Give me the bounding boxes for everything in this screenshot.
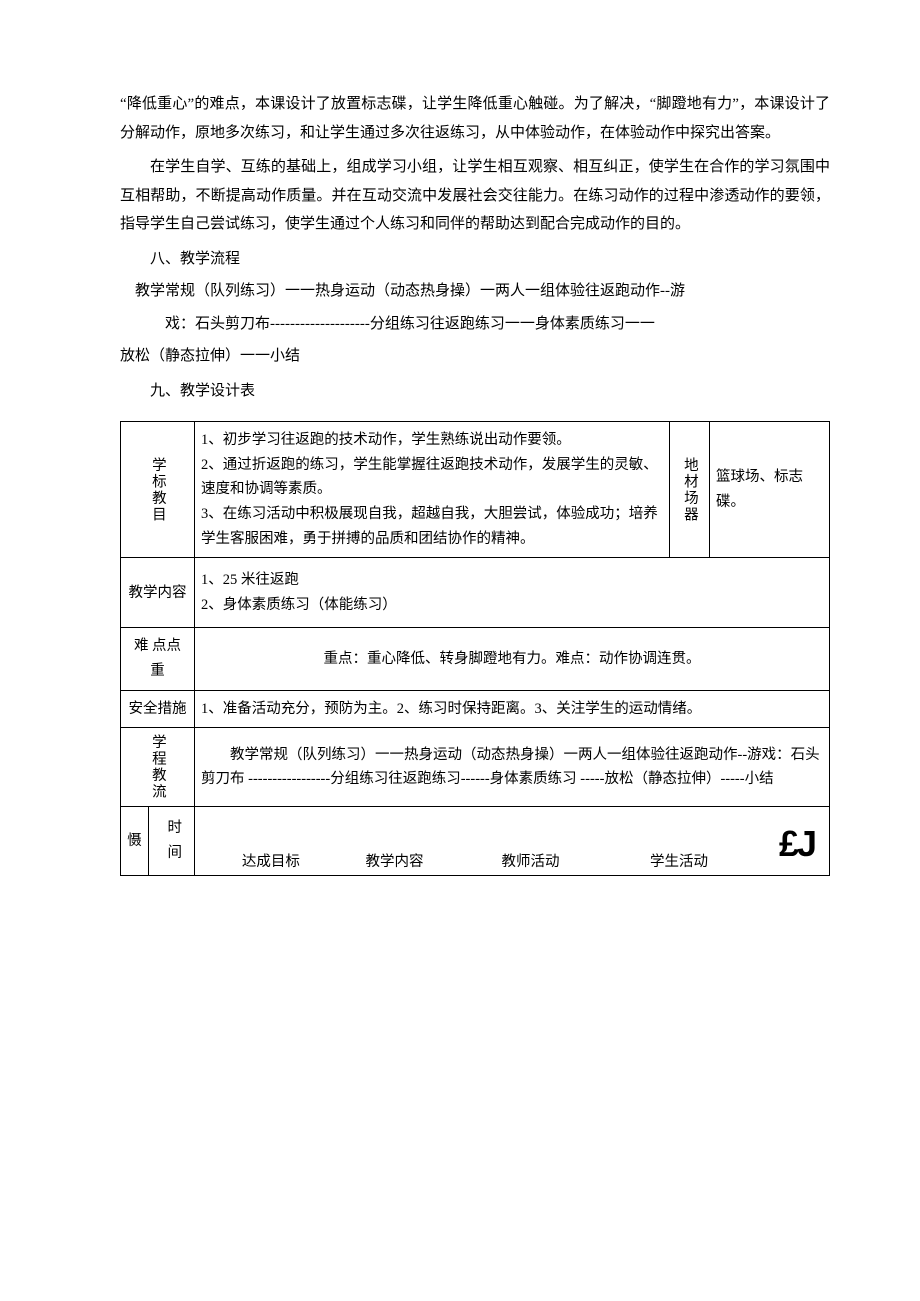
objectives-content: 1、初步学习往返跑的技术动作，学生熟练说出动作要领。 2、通过折返跑的练习，学生… xyxy=(195,422,670,558)
header-student: 学生活动 xyxy=(605,850,753,875)
header-content: 教学内容 xyxy=(333,850,457,875)
header-teacher: 教师活动 xyxy=(456,850,604,875)
process-content: 教学常规（队列练习）一一热身运动（动态热身操）一两人一组体验往返跑动作--游戏：… xyxy=(195,728,830,807)
bottom-headers: 达成目标 教学内容 教师活动 学生活动 £J xyxy=(201,813,823,874)
table-row-safety: 安全措施 1、准备活动充分，预防为主。2、练习时保持距离。3、关注学生的运动情绪… xyxy=(121,690,830,728)
flow-line-2: 戏：石头剪刀布--------------------分组练习往返跑练习一一身体… xyxy=(120,310,830,339)
table-row-process: 学程教流 教学常规（队列练习）一一热身运动（动态热身操）一两人一组体验往返跑动作… xyxy=(121,728,830,807)
content-label: 教学内容 xyxy=(121,558,195,628)
keypoints-content: 重点：重心降低、转身脚蹬地有力。难点：动作协调连贯。 xyxy=(195,628,830,690)
table-row-content: 教学内容 1、25 米往返跑 2、身体素质练习（体能练习） xyxy=(121,558,830,628)
content-body: 1、25 米往返跑 2、身体素质练习（体能练习） xyxy=(195,558,830,628)
process-label: 学程教流 xyxy=(145,734,170,800)
col-she: 慑 xyxy=(121,807,149,875)
objective-3: 3、在练习活动中积极展现自我，超越自我，大胆尝试，体验成功；培养学生客服困难，勇… xyxy=(201,502,663,551)
header-row-cell: 达成目标 教学内容 教师活动 学生活动 £J xyxy=(195,807,830,875)
objective-1: 1、初步学习往返跑的技术动作，学生熟练说出动作要领。 xyxy=(201,428,663,453)
objectives-label: 学标教目 xyxy=(145,457,170,523)
col-time: 时 间 xyxy=(149,807,195,875)
safety-content: 1、准备活动充分，预防为主。2、练习时保持距离。3、关注学生的运动情绪。 xyxy=(195,690,830,728)
flow-line-3: 放松（静态拉伸）一一小结 xyxy=(120,342,830,371)
table-row-headers: 慑 时 间 达成目标 教学内容 教师活动 学生活动 £J xyxy=(121,807,830,875)
content-item-2: 2、身体素质练习（体能练习） xyxy=(201,593,823,618)
venue-label-cell: 地材场器 xyxy=(670,422,710,558)
keypoints-label: 难 点点 重 xyxy=(121,628,195,690)
venue-content: 篮球场、标志碟。 xyxy=(710,422,830,558)
objectives-label-cell: 学标教目 xyxy=(121,422,195,558)
process-label-cell: 学程教流 xyxy=(121,728,195,807)
content-item-1: 1、25 米往返跑 xyxy=(201,568,823,593)
flow-line-1: 教学常规（队列练习）一一热身运动（动态热身操）一两人一组体验往返跑动作--游 xyxy=(120,277,830,306)
table-row-keypoints: 难 点点 重 重点：重心降低、转身脚蹬地有力。难点：动作协调连贯。 xyxy=(121,628,830,690)
heading-9: 九、教学设计表 xyxy=(120,377,830,406)
time-char-2: 间 xyxy=(155,841,188,866)
paragraph-2: 在学生自学、互练的基础上，组成学习小组，让学生相互观察、相互纠正，使学生在合作的… xyxy=(120,153,830,239)
header-goal: 达成目标 xyxy=(209,850,333,875)
time-char-1: 时 xyxy=(155,816,188,841)
table-row-objectives: 学标教目 1、初步学习往返跑的技术动作，学生熟练说出动作要领。 2、通过折返跑的… xyxy=(121,422,830,558)
glyph-icon: £J xyxy=(753,813,815,874)
heading-8: 八、教学流程 xyxy=(120,245,830,274)
objective-2: 2、通过折返跑的练习，学生能掌握往返跑技术动作，发展学生的灵敏、速度和协调等素质… xyxy=(201,453,663,502)
design-table: 学标教目 1、初步学习往返跑的技术动作，学生熟练说出动作要领。 2、通过折返跑的… xyxy=(120,421,830,876)
safety-label: 安全措施 xyxy=(121,690,195,728)
paragraph-1: “降低重心”的难点，本课设计了放置标志碟，让学生降低重心触碰。为了解决，“脚蹬地… xyxy=(120,90,830,147)
venue-label: 地材场器 xyxy=(677,457,702,523)
